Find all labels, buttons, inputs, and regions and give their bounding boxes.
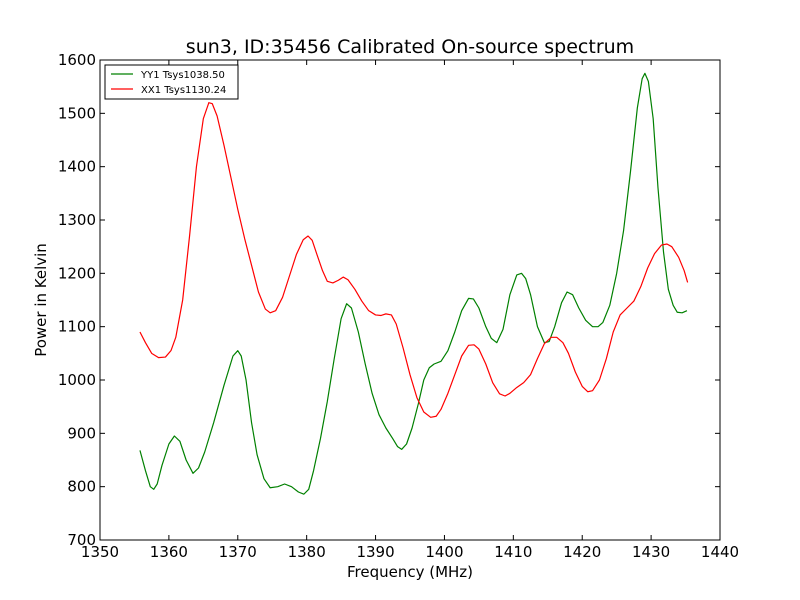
y-tick-label: 1100	[58, 318, 96, 336]
legend-box	[104, 64, 239, 100]
x-tick-label: 1420	[563, 543, 601, 561]
y-tick-label: 1200	[58, 264, 96, 282]
x-tick-label: 1390	[356, 543, 394, 561]
series-line-yy1	[139, 72, 688, 495]
y-tick-label: 700	[67, 531, 96, 549]
legend-entry-label: YY1 Tsys1038.50	[140, 70, 225, 81]
x-tick-label: 1410	[494, 543, 532, 561]
y-tick-label: 1300	[58, 211, 96, 229]
x-tick-label: 1350	[81, 543, 119, 561]
y-tick-label: 900	[67, 424, 96, 442]
y-tick-label: 1500	[58, 104, 96, 122]
y-axis-label: Power in Kelvin	[32, 243, 50, 357]
series-line-xx1	[139, 102, 689, 418]
plot-frame	[99, 59, 721, 541]
y-tick-label: 1000	[58, 371, 96, 389]
y-tick-label: 1600	[58, 51, 96, 69]
y-tick-label: 800	[67, 478, 96, 496]
y-tick-label: 1400	[58, 158, 96, 176]
x-tick-label: 1440	[701, 543, 739, 561]
x-tick-label: 1400	[425, 543, 463, 561]
x-axis-label: Frequency (MHz)	[347, 563, 473, 581]
x-tick-label: 1430	[632, 543, 670, 561]
x-tick-label: 1380	[288, 543, 326, 561]
legend: YY1 Tsys1038.50 XX1 Tsys1130.24	[104, 64, 239, 100]
x-tick-label: 1360	[150, 543, 188, 561]
chart-title: sun3, ID:35456 Calibrated On-source spec…	[186, 36, 634, 58]
legend-entry-label: XX1 Tsys1130.24	[141, 85, 226, 96]
x-tick-label: 1370	[219, 543, 257, 561]
plot-area	[139, 72, 689, 495]
axis-ticks: 1350 1360 1370 1380 1390 1400 1410 1420 1430 1440…	[58, 51, 739, 561]
